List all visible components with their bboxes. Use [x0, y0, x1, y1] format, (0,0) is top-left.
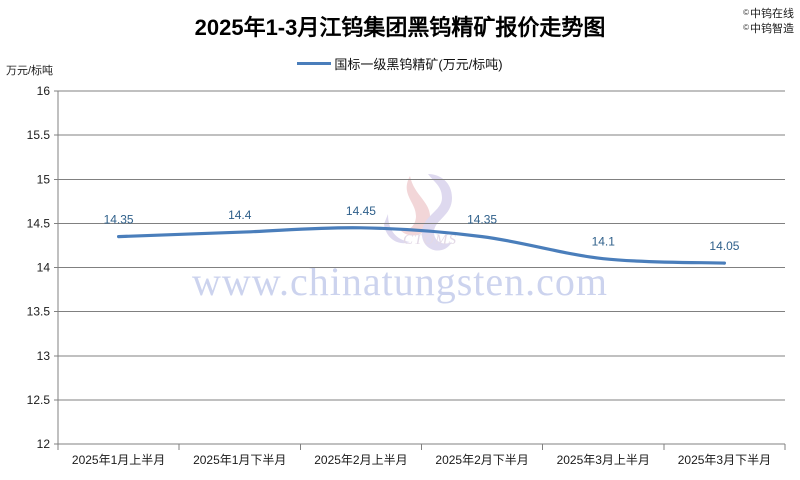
- y-axis-tick-label: 13: [37, 349, 51, 363]
- x-axis-tick-labels: 2025年1月上半月 2025年1月下半月 2025年2月上半月 2025年2月下半月…: [72, 453, 771, 467]
- y-axis-tick-label: 16: [37, 84, 51, 98]
- brand-line-2: ©中钨智造: [743, 21, 794, 36]
- legend-item-series-1[interactable]: 国标一级黑钨精矿(万元/标吨): [297, 54, 503, 73]
- brand-label-2: 中钨智造: [750, 23, 794, 35]
- y-axis-tick-label: 12.5: [27, 393, 51, 407]
- chart-title: 2025年1-3月江钨集团黑钨精矿报价走势图: [194, 15, 606, 40]
- y-axis-tick-labels: 16 15.5 15 14.5 14 13.5 13 12.5 12: [27, 84, 51, 451]
- x-axis-tick-label: 2025年2月上半月: [314, 453, 407, 467]
- brand-label-1: 中钨在线: [750, 8, 794, 20]
- data-point-label: 14.35: [467, 213, 497, 227]
- data-point-label: 14.4: [228, 208, 252, 222]
- copyright-icon: ©: [743, 8, 749, 17]
- x-axis-ticks: [57, 444, 786, 450]
- legend-item-label: 国标一级黑钨精矿(万元/标吨): [334, 57, 503, 72]
- y-axis-title: 万元/标吨: [6, 65, 54, 77]
- series-line-layer: [116, 226, 727, 265]
- y-axis-tick-label: 12: [37, 437, 51, 451]
- x-axis-tick-label: 2025年1月上半月: [72, 453, 165, 467]
- copyright-icon: ©: [743, 23, 749, 32]
- y-axis-tick-label: 15: [37, 172, 51, 186]
- y-axis-tick-label: 14: [37, 261, 51, 275]
- data-point-label: 14.05: [709, 239, 739, 253]
- gridlines: [54, 90, 785, 445]
- brand-block: ©中钨在线 ©中钨智造: [743, 6, 794, 36]
- data-point-label: 14.35: [104, 213, 134, 227]
- x-axis-tick-label: 2025年2月下半月: [435, 453, 528, 467]
- data-point-label: 14.1: [592, 235, 616, 249]
- series-line[interactable]: [116, 226, 727, 265]
- y-axis-tick-label: 13.5: [27, 305, 51, 319]
- data-point-labels: 14.35 14.4 14.45 14.35 14.1 14.05: [104, 204, 740, 253]
- chart-legend: 国标一级黑钨精矿(万元/标吨): [0, 54, 800, 74]
- x-axis-tick-label: 2025年1月下半月: [193, 453, 286, 467]
- brand-line-1: ©中钨在线: [743, 6, 794, 21]
- y-axis-tick-label: 15.5: [27, 128, 51, 142]
- y-axis-tick-label: 14.5: [27, 216, 51, 230]
- data-point-label: 14.45: [346, 204, 376, 218]
- x-axis-tick-label: 2025年3月下半月: [678, 453, 771, 467]
- x-axis-tick-label: 2025年3月上半月: [557, 453, 650, 467]
- legend-line-icon: [297, 62, 332, 65]
